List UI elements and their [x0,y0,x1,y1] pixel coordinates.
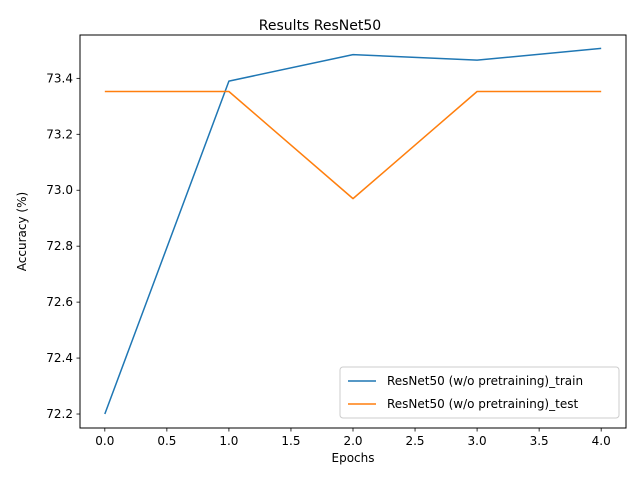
series-line-test [104,90,602,200]
legend-label-test: ResNet50 (w/o pretraining)_test [387,397,578,411]
y-tick-label: 72.6 [46,295,73,309]
y-tick-label: 73.0 [46,183,73,197]
x-tick-label: 0.5 [157,434,176,448]
x-tick-label: 4.0 [592,434,611,448]
x-tick-label: 3.5 [530,434,549,448]
y-axis-label: Accuracy (%) [15,192,29,271]
x-axis-ticks: 0.0 0.5 1.0 1.5 2.0 2.5 3.0 3.5 4.0 [95,428,611,448]
series-layer [104,47,602,415]
x-tick-label: 1.5 [281,434,300,448]
y-tick-label: 72.2 [46,407,73,421]
y-axis-ticks: 72.2 72.4 72.6 72.8 73.0 73.2 73.4 [46,71,80,421]
series-line-train [104,47,602,415]
y-tick-label: 72.8 [46,239,73,253]
y-tick-label: 72.4 [46,351,73,365]
x-tick-label: 2.5 [405,434,424,448]
x-tick-label: 0.0 [95,434,114,448]
x-axis-label: Epochs [332,451,375,465]
legend: ResNet50 (w/o pretraining)_train ResNet5… [339,366,620,419]
legend-box [339,366,620,419]
x-tick-label: 2.0 [343,434,362,448]
x-tick-label: 3.0 [468,434,487,448]
y-tick-label: 73.4 [46,71,73,85]
y-tick-label: 73.2 [46,127,73,141]
legend-label-train: ResNet50 (w/o pretraining)_train [387,374,583,388]
x-tick-label: 1.0 [219,434,238,448]
chart-title: Results ResNet50 [259,18,381,34]
